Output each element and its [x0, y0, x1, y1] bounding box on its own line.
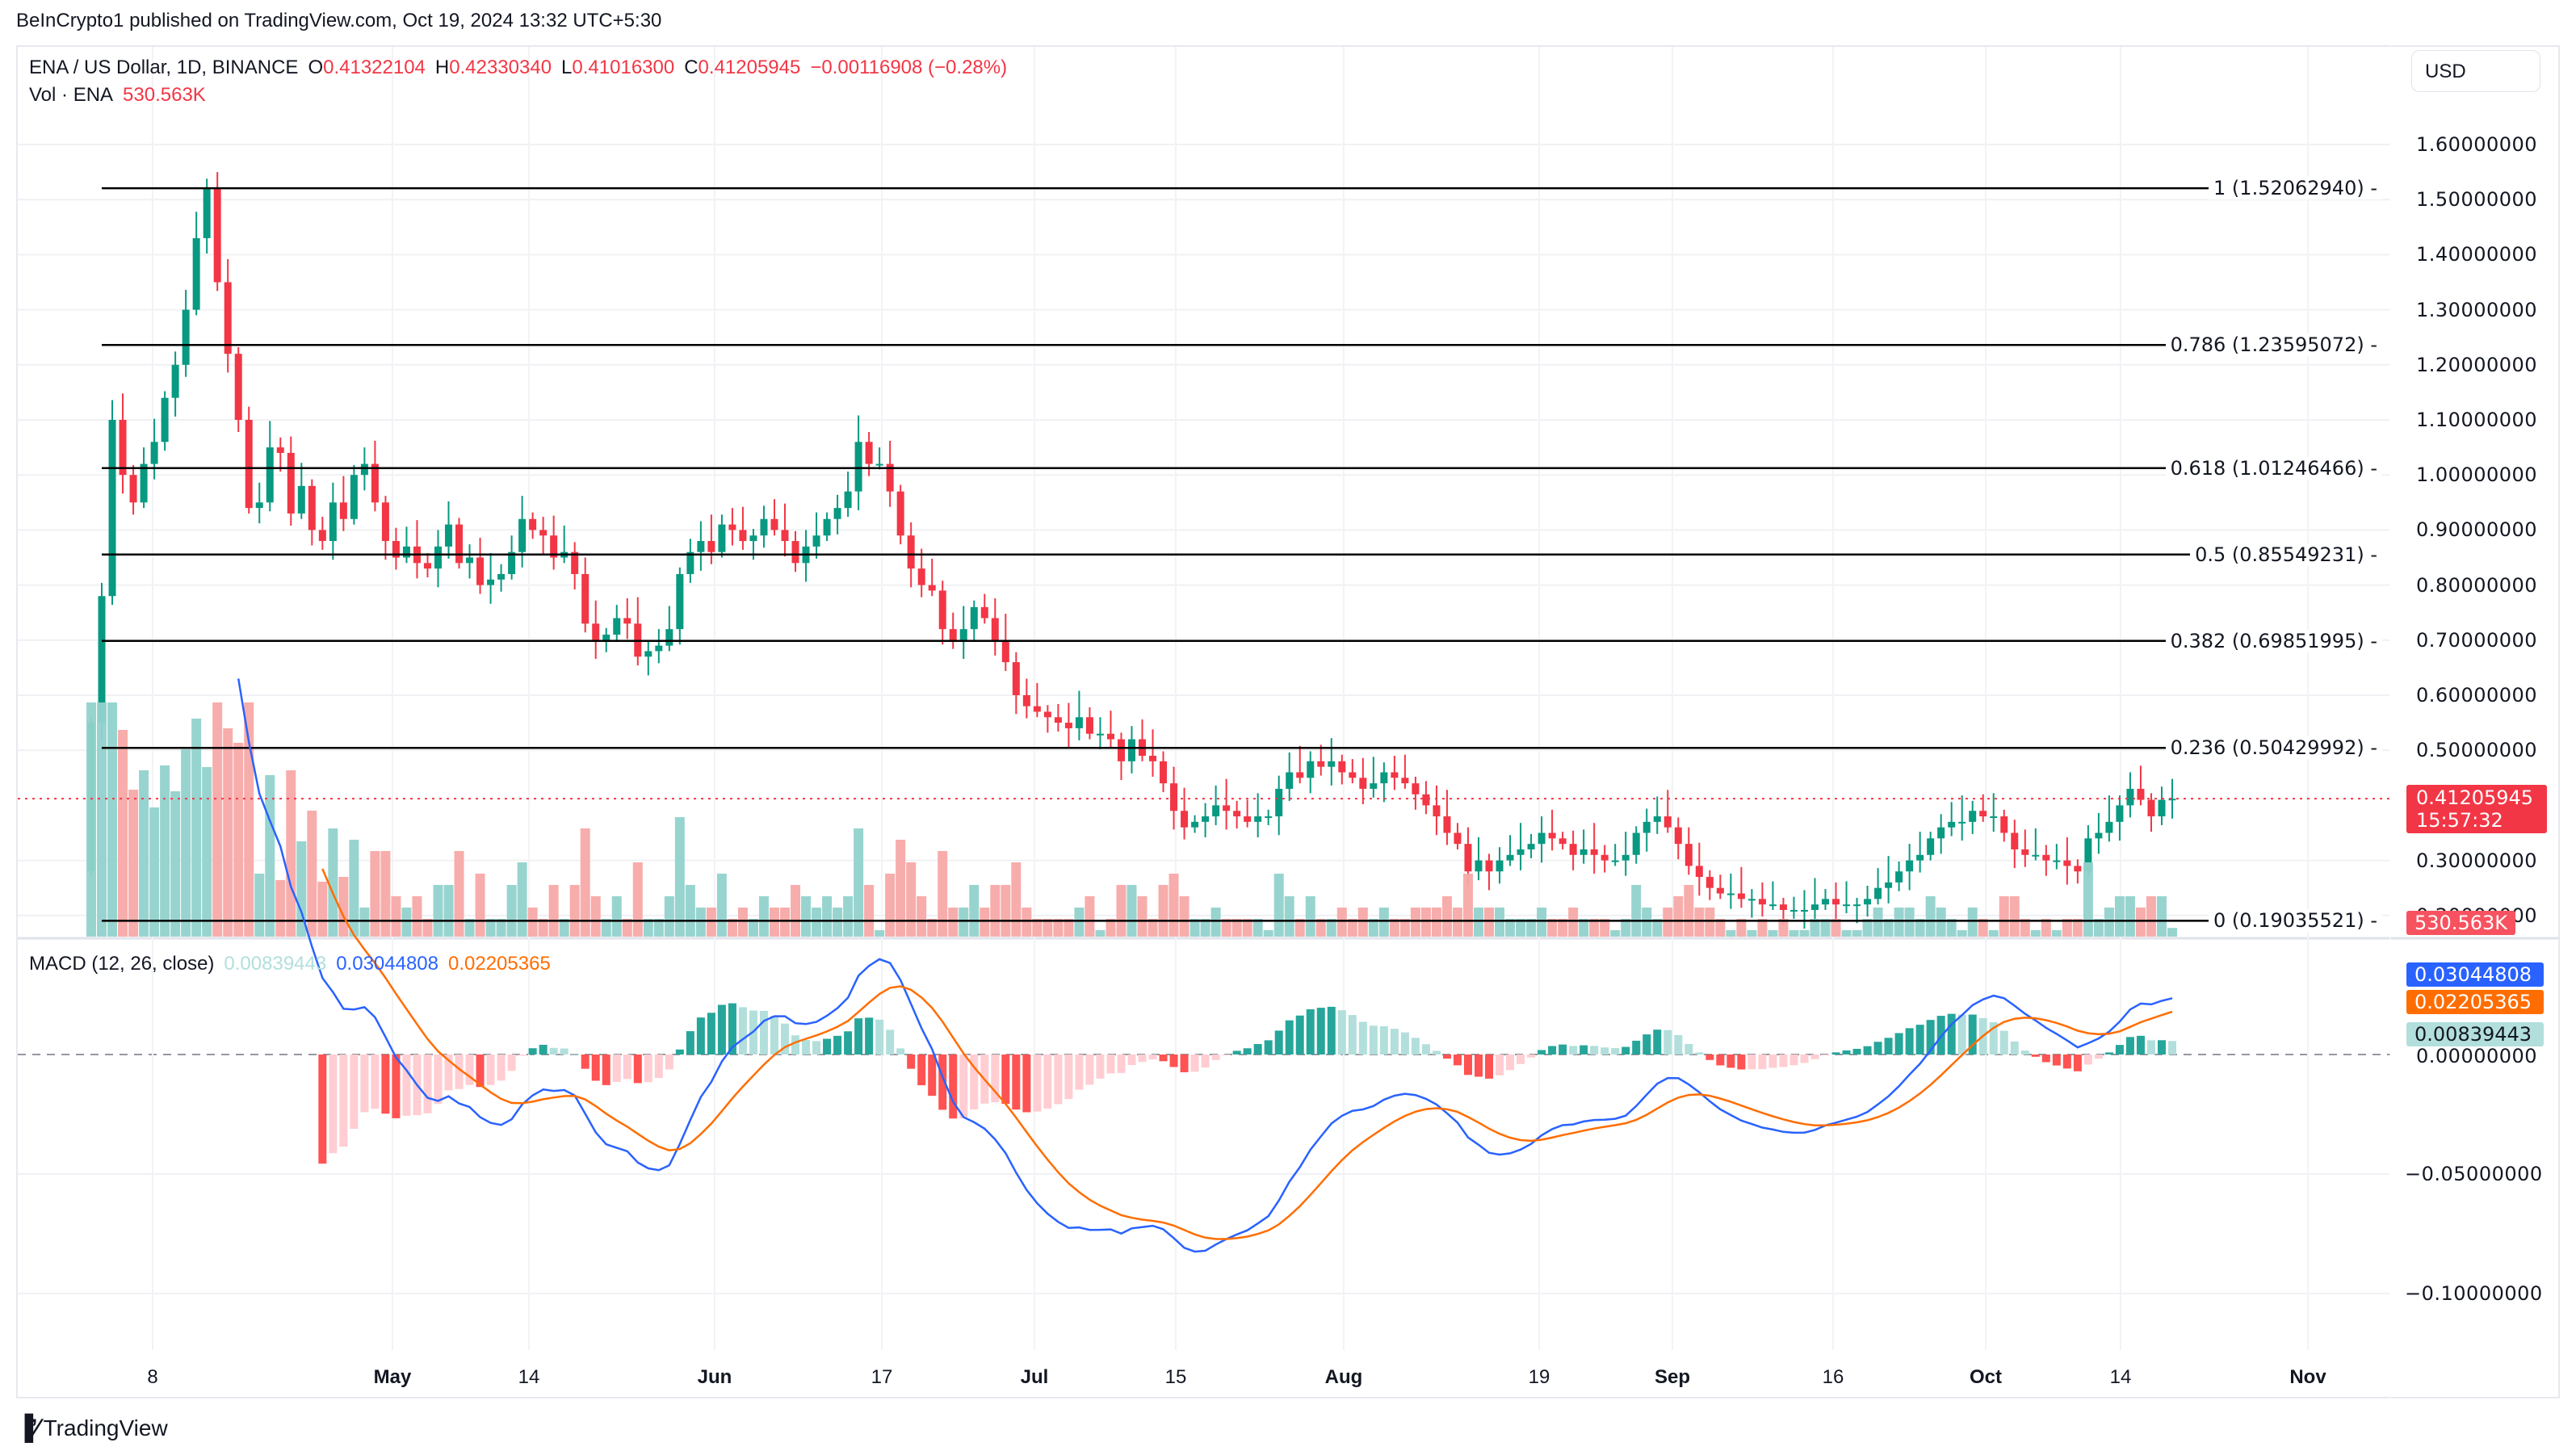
- price-axis-tick: 0.60000000: [2416, 684, 2538, 707]
- price-axis-tick: 0.50000000: [2416, 739, 2538, 762]
- macd-line-value: 0.03044808: [336, 953, 438, 975]
- symbol-legend: ENA / US Dollar, 1D, BINANCE O0.41322104 H…: [29, 57, 1008, 78]
- fib-level-label: 0.236 (0.50429992) -: [2165, 736, 2382, 760]
- volume-label: Vol · ENA: [29, 84, 114, 106]
- time-axis-tick: 14: [2109, 1366, 2132, 1388]
- price-axis-tick: 1.10000000: [2416, 409, 2538, 431]
- price-axis-tick: 1.50000000: [2416, 188, 2538, 212]
- close-value: 0.41205945: [698, 57, 801, 78]
- time-axis-tick: Oct: [1969, 1366, 2003, 1388]
- price-axis-tick: 0.80000000: [2416, 573, 2538, 597]
- fib-level-label: 0.618 (1.01246466) -: [2165, 456, 2382, 480]
- macd-title: MACD (12, 26, close): [29, 953, 215, 975]
- price-axis-tick: 1.60000000: [2416, 133, 2538, 156]
- time-axis-tick: 14: [518, 1366, 540, 1388]
- symbol-title: ENA / US Dollar, 1D, BINANCE: [29, 57, 299, 78]
- fib-level-label: 0.786 (1.23595072) -: [2165, 333, 2382, 357]
- volume-legend: Vol · ENA 530.563K: [29, 84, 216, 107]
- fib-level-label: 0.5 (0.85549231) -: [2190, 543, 2382, 566]
- macd-axis-minus-01: −0.10000000: [2405, 1282, 2543, 1305]
- time-axis-tick: 16: [1822, 1366, 1844, 1388]
- publisher-note: BeInCrypto1 published on TradingView.com…: [16, 10, 662, 31]
- tradingview-logo[interactable]: ▐’∕ TradingView: [16, 1415, 168, 1442]
- price-axis-tick: 0.30000000: [2416, 849, 2538, 872]
- volume-badge: 530.563K: [2406, 911, 2515, 935]
- time-axis-tick: 17: [871, 1366, 893, 1388]
- time-axis-tick: Jun: [697, 1366, 732, 1388]
- fib-level-label: 1 (1.52062940) -: [2209, 177, 2382, 200]
- price-axis-tick: 1.30000000: [2416, 298, 2538, 321]
- volume-value: 530.563K: [123, 84, 206, 106]
- time-axis-tick: Nov: [2289, 1366, 2326, 1388]
- macd-axis-minus-005: −0.05000000: [2405, 1163, 2543, 1185]
- macd-histogram-badge: 0.00839443: [2406, 1022, 2544, 1046]
- fib-level-label: 0 (0.19035521) -: [2209, 909, 2382, 933]
- macd-line-badge: 0.03044808: [2406, 962, 2544, 987]
- macd-signal-value: 0.02205365: [448, 953, 551, 975]
- change-value: −0.00116908 (−0.28%): [810, 57, 1008, 78]
- macd-legend: MACD (12, 26, close) 0.00839443 0.03044808…: [29, 953, 560, 975]
- macd-axis-zero: 0.00000000: [2416, 1045, 2538, 1067]
- price-axis-tick: 1.20000000: [2416, 353, 2538, 376]
- price-axis-tick: 0.90000000: [2416, 518, 2538, 542]
- currency-button[interactable]: USD: [2411, 50, 2540, 92]
- time-axis-tick: Sep: [1654, 1366, 1691, 1388]
- low-value: 0.41016300: [572, 57, 675, 78]
- time-axis-tick: Aug: [1324, 1366, 1363, 1388]
- macd-histogram-value: 0.00839443: [224, 953, 327, 975]
- time-axis-tick: 19: [1528, 1366, 1550, 1388]
- price-axis-tick: 0.70000000: [2416, 628, 2538, 652]
- high-value: 0.42330340: [449, 57, 552, 78]
- brand-label: TradingView: [43, 1415, 168, 1440]
- time-axis-tick: 8: [147, 1366, 158, 1388]
- price-axis-tick: 1.40000000: [2416, 243, 2538, 266]
- open-value: 0.41322104: [323, 57, 426, 78]
- last-price-badge: 0.41205945 15:57:32: [2406, 785, 2547, 833]
- price-axis-tick: 1.00000000: [2416, 463, 2538, 487]
- time-axis-tick: May: [373, 1366, 412, 1388]
- fib-level-label: 0.382 (0.69851995) -: [2165, 629, 2382, 652]
- macd-signal-badge: 0.02205365: [2406, 990, 2544, 1014]
- chart-frame: [16, 45, 2560, 1398]
- time-axis-tick: Jul: [1020, 1366, 1049, 1388]
- tradingview-mark-icon: ▐’∕: [16, 1415, 40, 1441]
- time-axis-tick: 15: [1164, 1366, 1187, 1388]
